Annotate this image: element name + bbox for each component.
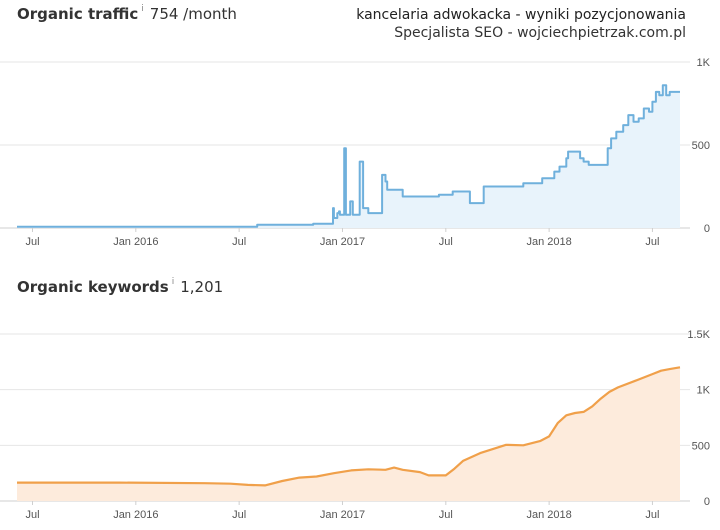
x-tick-label: Jul bbox=[439, 509, 453, 521]
x-tick-label: Jul bbox=[232, 236, 246, 248]
x-tick-label: Jul bbox=[25, 236, 39, 248]
y-tick-label: 0 bbox=[704, 223, 710, 235]
x-tick-label: Jul bbox=[645, 509, 659, 521]
x-tick-label: Jan 2017 bbox=[320, 236, 365, 248]
y-tick-label: 1K bbox=[697, 385, 711, 397]
x-tick-label: Jul bbox=[439, 236, 453, 248]
watermark-subtitle: Specjalista SEO - wojciechpietrzak.com.p… bbox=[394, 25, 686, 41]
x-tick-label: Jan 2018 bbox=[526, 509, 571, 521]
organic-keywords-chart: 1.5K 1K 500 0 Jul Jan 2016 Jul Jan 2017 Jul Jan 2… bbox=[0, 329, 711, 521]
series-line[interactable] bbox=[17, 84, 680, 228]
x-tick-label: Jan 2017 bbox=[320, 509, 365, 521]
organic-keywords-value: 1,201 bbox=[180, 278, 224, 296]
organic-traffic-header: Organic traffic i 754 /month bbox=[17, 4, 237, 23]
series-area bbox=[17, 367, 680, 501]
watermark-title: kancelaria adwokacka - wyniki pozycjonow… bbox=[356, 7, 686, 23]
x-tick-label: Jul bbox=[25, 509, 39, 521]
x-tick-label: Jan 2018 bbox=[526, 236, 571, 248]
y-tick-label: 0 bbox=[704, 496, 710, 508]
organic-keywords-title: Organic keywords bbox=[17, 278, 169, 296]
organic-traffic-value: 754 /month bbox=[149, 5, 237, 23]
x-tick-label: Jul bbox=[232, 509, 246, 521]
x-tick-label: Jan 2016 bbox=[113, 236, 158, 248]
series-area bbox=[17, 85, 680, 228]
info-icon[interactable]: i bbox=[171, 277, 175, 287]
y-tick-label: 500 bbox=[692, 440, 710, 452]
organic-traffic-chart: 1K 500 0 Jul Jan 2016 Jul Jan 2017 Jul Jan 2018 J… bbox=[0, 57, 711, 248]
y-tick-label: 1.5K bbox=[687, 329, 710, 341]
organic-keywords-header: Organic keywords i 1,201 bbox=[17, 277, 223, 296]
watermark: kancelaria adwokacka - wyniki pozycjonow… bbox=[356, 6, 686, 42]
x-tick-label: Jan 2016 bbox=[113, 509, 158, 521]
info-icon[interactable]: i bbox=[141, 4, 144, 14]
organic-traffic-title: Organic traffic bbox=[17, 5, 139, 23]
y-tick-label: 500 bbox=[692, 140, 710, 152]
series-line[interactable] bbox=[17, 366, 681, 487]
x-tick-label: Jul bbox=[645, 236, 659, 248]
y-tick-label: 1K bbox=[697, 57, 711, 69]
